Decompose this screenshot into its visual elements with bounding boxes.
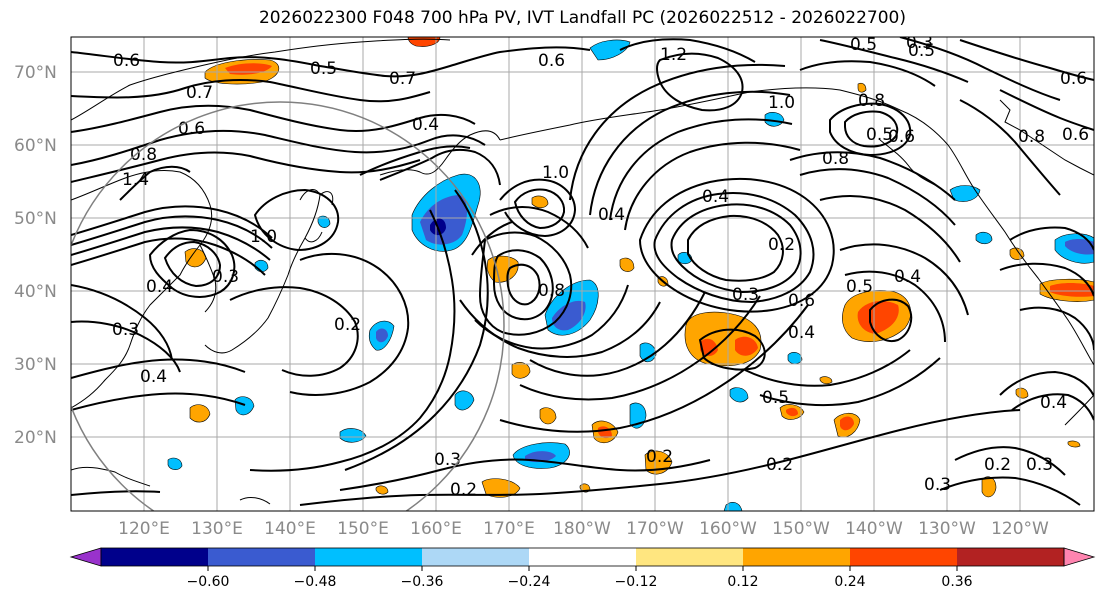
contour-label: 1.0 [768, 93, 795, 113]
map-frame [70, 36, 1095, 512]
colorbar-tick-label: −0.48 [294, 574, 337, 590]
contour-label: 0.5 [866, 125, 893, 145]
contour-label: 0.3 [906, 33, 933, 53]
contour-label: 0.7 [186, 83, 213, 103]
contour-label: 1.2 [660, 45, 687, 65]
contour-label: 0.2 [450, 480, 477, 500]
colorbar-segment [636, 548, 744, 566]
colorbar-tick-label: −0.36 [401, 574, 444, 590]
lon-label: 160°E [410, 519, 462, 539]
contour-label: 0.6 [1062, 125, 1089, 145]
contour-label: 0.6 [178, 119, 205, 139]
contour-label: 0.3 [212, 267, 239, 287]
contour-label: 0.5 [310, 59, 337, 79]
colorbar-extend-max [1063, 547, 1096, 567]
contour-label: 0.5 [846, 277, 873, 297]
contour-label: 0.6 [888, 127, 915, 147]
contour-label: 0.4 [702, 187, 729, 207]
colorbar-tick-label: 0.24 [834, 574, 865, 590]
contour-label: 0.7 [389, 69, 416, 89]
contour-label: 0.2 [334, 315, 361, 335]
contour-label: 1.4 [122, 170, 149, 190]
colorbar-segment [743, 548, 851, 566]
colorbar-segment [957, 548, 1065, 566]
pv-contours [71, 37, 1094, 506]
map-title: 2026022300 F048 700 hPa PV, IVT Landfall… [258, 8, 906, 28]
contour-label: 0.6 [113, 51, 140, 71]
reference-circle [71, 101, 505, 511]
lon-label: 150°W [772, 519, 830, 539]
lat-label: 40°N [14, 282, 57, 302]
contour-label: 0.3 [434, 450, 461, 470]
contour-label: 0.3 [732, 285, 759, 305]
colorbar-tick-label: 0.12 [727, 574, 758, 590]
contour-label: 0.8 [858, 91, 885, 111]
colorbar-segment [208, 548, 316, 566]
lon-label: 170°W [626, 519, 684, 539]
colorbar-segment [315, 548, 423, 566]
contour-label: 0.4 [598, 205, 625, 225]
contour-label: 1.0 [542, 163, 569, 183]
lat-label: 20°N [14, 428, 57, 448]
colorbar [69, 547, 1096, 567]
colorbar-outline [100, 547, 1065, 567]
longitude-labels: 120°E 130°E 140°E 150°E 160°E 170°E 180°… [118, 519, 1049, 539]
contour-label: 0.4 [788, 323, 815, 343]
lon-label: 130°E [191, 519, 243, 539]
lat-label: 70°N [14, 63, 57, 83]
colorbar-segment [101, 548, 209, 566]
colorbar-tick-label: −0.24 [508, 574, 551, 590]
lon-label: 160°W [699, 519, 757, 539]
ivt-pc-shading [167, 37, 1094, 511]
colorbar-tick-label: −0.12 [615, 574, 658, 590]
lat-label: 30°N [14, 355, 57, 375]
contour-label: 0.3 [112, 320, 139, 340]
latitude-labels: 70°N 60°N 50°N 40°N 30°N 20°N [14, 63, 57, 448]
contour-label: 0.6 [788, 291, 815, 311]
lon-label: 140°E [264, 519, 316, 539]
lat-label: 60°N [14, 136, 57, 156]
contour-label: 0.8 [1018, 127, 1045, 147]
lat-label: 50°N [14, 209, 57, 229]
negative-anomaly-patches [167, 39, 1094, 511]
lon-label: 180°W [553, 519, 611, 539]
map-content: 0.6 0.5 0.7 0.6 0.8 1.4 0.7 0.4 0.6 1.2 … [71, 33, 1094, 511]
lon-label: 120°W [991, 519, 1049, 539]
contour-label: 0.2 [984, 455, 1011, 475]
contour-label: 0.8 [130, 145, 157, 165]
contour-label: 0.2 [646, 447, 673, 467]
contour-label: 0.4 [146, 277, 173, 297]
lon-label: 140°W [845, 519, 903, 539]
contour-label: 0.8 [538, 281, 565, 301]
colorbar-segment [529, 548, 637, 566]
contour-label: 0.6 [1060, 69, 1087, 89]
contour-label: 0.4 [894, 267, 921, 287]
contour-label: 0.8 [822, 149, 849, 169]
contour-label: 0.3 [1026, 455, 1053, 475]
contour-label: 0.5 [850, 35, 877, 55]
lon-label: 150°E [337, 519, 389, 539]
contour-label: 0.6 [538, 51, 565, 71]
colorbar-tick-label: 0.36 [941, 574, 972, 590]
contour-label: 0.4 [140, 367, 167, 387]
lon-label: 170°E [483, 519, 535, 539]
colorbar-tick-label: −0.60 [187, 574, 230, 590]
lon-label: 130°W [918, 519, 976, 539]
colorbar-extend-min [69, 547, 102, 567]
contour-label: 0.5 [908, 41, 935, 61]
contour-label: 0.5 [762, 388, 789, 408]
colorbar-segment [850, 548, 958, 566]
colorbar-ticks: −0.60 −0.48 −0.36 −0.24 −0.12 0.12 0.24 0.36 [187, 566, 973, 590]
pv-contour-labels: 0.6 0.5 0.7 0.6 0.8 1.4 0.7 0.4 0.6 1.2 … [112, 33, 1089, 500]
contour-label: 0.2 [768, 235, 795, 255]
lon-label: 120°E [118, 519, 170, 539]
contour-label: 0.2 [766, 455, 793, 475]
contour-label: 0.3 [924, 475, 951, 495]
contour-label: 0.4 [1040, 393, 1067, 413]
colorbar-segment [422, 548, 530, 566]
contour-label: 1.0 [250, 227, 277, 247]
contour-label: 0.4 [412, 115, 439, 135]
